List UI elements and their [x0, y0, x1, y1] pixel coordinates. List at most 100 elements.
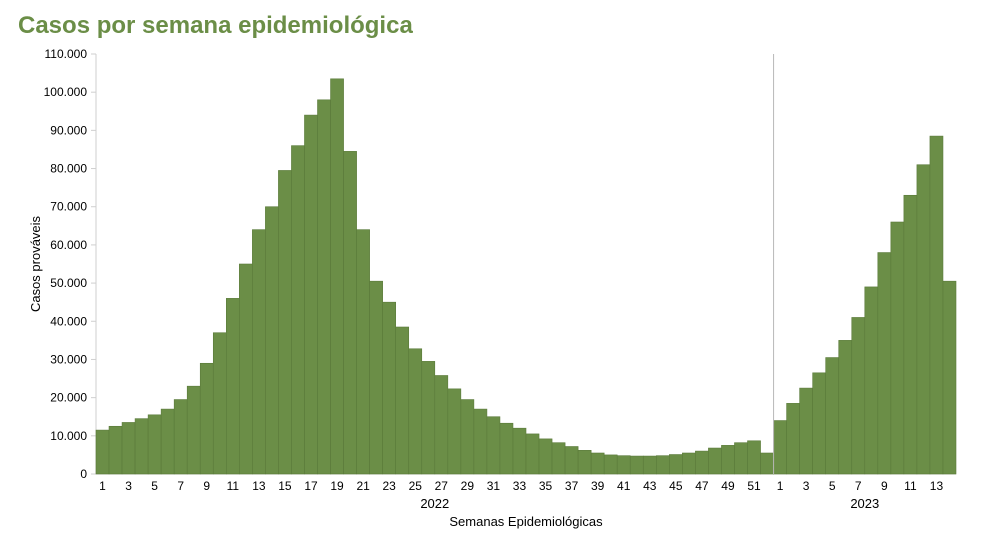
bar	[96, 430, 109, 474]
year-label: 2022	[420, 496, 449, 511]
bar	[161, 409, 174, 474]
bar	[318, 100, 331, 474]
bar	[800, 388, 813, 474]
x-tick-label: 3	[125, 479, 132, 493]
x-tick-label: 1	[777, 479, 784, 493]
x-tick-label: 7	[177, 479, 184, 493]
bar	[383, 302, 396, 474]
chart-title: Casos por semana epidemiológica	[18, 12, 966, 40]
bar	[630, 456, 643, 474]
x-tick-label: 1	[99, 479, 106, 493]
bar	[370, 281, 383, 474]
bar	[774, 421, 787, 474]
bar	[357, 230, 370, 474]
x-tick-label: 27	[435, 479, 449, 493]
bar	[148, 415, 161, 474]
bar	[487, 417, 500, 474]
x-tick-label: 47	[695, 479, 709, 493]
bar	[761, 453, 774, 474]
bar	[930, 136, 943, 474]
bar	[265, 207, 278, 474]
x-tick-label: 13	[930, 479, 944, 493]
x-tick-label: 37	[565, 479, 579, 493]
bar	[917, 165, 930, 474]
x-tick-label: 15	[278, 479, 292, 493]
bar	[734, 443, 747, 474]
bar	[174, 400, 187, 474]
x-tick-label: 41	[617, 479, 631, 493]
bar	[513, 428, 526, 474]
x-tick-label: 23	[383, 479, 397, 493]
x-tick-label: 31	[487, 479, 501, 493]
bar	[213, 333, 226, 474]
bar	[331, 79, 344, 474]
bar	[656, 456, 669, 474]
bar	[409, 349, 422, 474]
x-tick-label: 49	[721, 479, 735, 493]
x-tick-label: 11	[904, 479, 917, 493]
x-tick-label: 25	[409, 479, 423, 493]
bar	[291, 146, 304, 474]
bar	[748, 441, 761, 474]
bar	[304, 115, 317, 474]
y-tick-label: 20.000	[50, 391, 87, 405]
bar	[500, 423, 513, 474]
x-tick-label: 33	[513, 479, 527, 493]
bar	[943, 281, 956, 474]
bar	[813, 373, 826, 474]
bar	[435, 375, 448, 474]
bar-chart: 010.00020.00030.00040.00050.00060.00070.…	[18, 48, 966, 538]
bar	[578, 450, 591, 474]
bar	[891, 222, 904, 474]
bar	[708, 448, 721, 474]
bar	[200, 363, 213, 474]
bar	[396, 327, 409, 474]
bar	[122, 422, 135, 474]
bar	[787, 403, 800, 474]
y-tick-label: 70.000	[50, 200, 87, 214]
bar	[278, 170, 291, 474]
bar	[461, 400, 474, 474]
bar	[865, 287, 878, 474]
y-tick-label: 100.000	[44, 85, 88, 99]
bar	[448, 389, 461, 474]
bar	[852, 317, 865, 474]
x-tick-label: 19	[330, 479, 344, 493]
x-tick-label: 9	[881, 479, 888, 493]
bar	[669, 455, 682, 474]
x-axis-label: Semanas Epidemiológicas	[449, 514, 603, 529]
x-tick-label: 45	[669, 479, 683, 493]
bar	[721, 445, 734, 474]
bar	[187, 386, 200, 474]
chart-container: 010.00020.00030.00040.00050.00060.00070.…	[18, 48, 966, 538]
bar	[226, 298, 239, 474]
y-tick-label: 0	[80, 467, 87, 481]
x-tick-label: 7	[855, 479, 862, 493]
bar	[682, 453, 695, 474]
bar	[344, 151, 357, 474]
bar	[826, 358, 839, 474]
x-tick-label: 11	[227, 479, 240, 493]
x-tick-label: 3	[803, 479, 810, 493]
bar	[422, 361, 435, 474]
year-label: 2023	[850, 496, 879, 511]
y-tick-label: 10.000	[50, 429, 87, 443]
x-tick-label: 43	[643, 479, 657, 493]
bar	[695, 451, 708, 474]
x-tick-label: 17	[304, 479, 318, 493]
bar	[552, 443, 565, 474]
bar	[617, 456, 630, 474]
x-tick-label: 13	[252, 479, 266, 493]
x-tick-label: 51	[747, 479, 761, 493]
bar	[526, 434, 539, 474]
bar	[109, 426, 122, 474]
bar	[474, 409, 487, 474]
x-tick-label: 35	[539, 479, 553, 493]
x-tick-label: 39	[591, 479, 605, 493]
x-tick-label: 5	[151, 479, 158, 493]
y-axis-label: Casos prováveis	[28, 215, 43, 312]
bar	[252, 230, 265, 474]
bar	[591, 453, 604, 474]
bar	[839, 340, 852, 474]
bar	[904, 195, 917, 474]
